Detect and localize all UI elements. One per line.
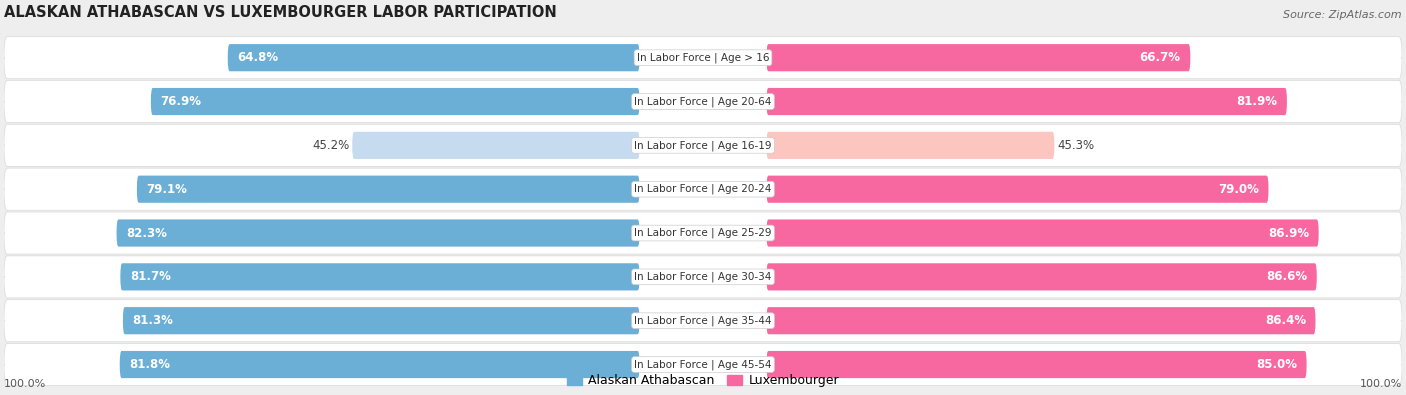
FancyBboxPatch shape <box>4 124 1402 166</box>
Text: 79.0%: 79.0% <box>1218 183 1258 196</box>
FancyBboxPatch shape <box>121 263 640 290</box>
Text: Source: ZipAtlas.com: Source: ZipAtlas.com <box>1284 10 1402 21</box>
FancyBboxPatch shape <box>4 81 1402 122</box>
FancyBboxPatch shape <box>766 307 1316 334</box>
FancyBboxPatch shape <box>4 344 1402 386</box>
Text: 86.9%: 86.9% <box>1268 226 1309 239</box>
FancyBboxPatch shape <box>136 176 640 203</box>
Text: 85.0%: 85.0% <box>1256 358 1296 371</box>
Text: 86.4%: 86.4% <box>1265 314 1306 327</box>
Text: 81.7%: 81.7% <box>129 270 172 283</box>
Text: 45.2%: 45.2% <box>312 139 349 152</box>
Text: 66.7%: 66.7% <box>1140 51 1181 64</box>
Text: In Labor Force | Age 35-44: In Labor Force | Age 35-44 <box>634 316 772 326</box>
FancyBboxPatch shape <box>4 212 1402 254</box>
FancyBboxPatch shape <box>766 220 1319 246</box>
FancyBboxPatch shape <box>122 307 640 334</box>
Text: In Labor Force | Age 16-19: In Labor Force | Age 16-19 <box>634 140 772 150</box>
Text: In Labor Force | Age 20-64: In Labor Force | Age 20-64 <box>634 96 772 107</box>
Legend: Alaskan Athabascan, Luxembourger: Alaskan Athabascan, Luxembourger <box>562 369 844 392</box>
FancyBboxPatch shape <box>766 88 1286 115</box>
Text: 81.3%: 81.3% <box>132 314 173 327</box>
Text: 81.9%: 81.9% <box>1236 95 1277 108</box>
Text: 79.1%: 79.1% <box>146 183 187 196</box>
FancyBboxPatch shape <box>766 132 1054 159</box>
Text: In Labor Force | Age 45-54: In Labor Force | Age 45-54 <box>634 359 772 370</box>
Text: In Labor Force | Age 30-34: In Labor Force | Age 30-34 <box>634 272 772 282</box>
Text: In Labor Force | Age > 16: In Labor Force | Age > 16 <box>637 53 769 63</box>
Text: In Labor Force | Age 20-24: In Labor Force | Age 20-24 <box>634 184 772 194</box>
Text: 100.0%: 100.0% <box>1360 379 1402 389</box>
Text: 81.8%: 81.8% <box>129 358 170 371</box>
FancyBboxPatch shape <box>4 300 1402 342</box>
FancyBboxPatch shape <box>150 88 640 115</box>
Text: 86.6%: 86.6% <box>1265 270 1308 283</box>
Text: 45.3%: 45.3% <box>1057 139 1095 152</box>
FancyBboxPatch shape <box>766 176 1268 203</box>
FancyBboxPatch shape <box>4 37 1402 79</box>
Text: ALASKAN ATHABASCAN VS LUXEMBOURGER LABOR PARTICIPATION: ALASKAN ATHABASCAN VS LUXEMBOURGER LABOR… <box>4 6 557 21</box>
Text: 76.9%: 76.9% <box>160 95 201 108</box>
FancyBboxPatch shape <box>353 132 640 159</box>
Text: 82.3%: 82.3% <box>127 226 167 239</box>
Text: In Labor Force | Age 25-29: In Labor Force | Age 25-29 <box>634 228 772 238</box>
FancyBboxPatch shape <box>766 263 1317 290</box>
FancyBboxPatch shape <box>117 220 640 246</box>
Text: 64.8%: 64.8% <box>238 51 278 64</box>
Text: 100.0%: 100.0% <box>4 379 46 389</box>
FancyBboxPatch shape <box>120 351 640 378</box>
FancyBboxPatch shape <box>228 44 640 71</box>
FancyBboxPatch shape <box>766 351 1306 378</box>
FancyBboxPatch shape <box>4 256 1402 298</box>
FancyBboxPatch shape <box>766 44 1191 71</box>
FancyBboxPatch shape <box>4 168 1402 210</box>
